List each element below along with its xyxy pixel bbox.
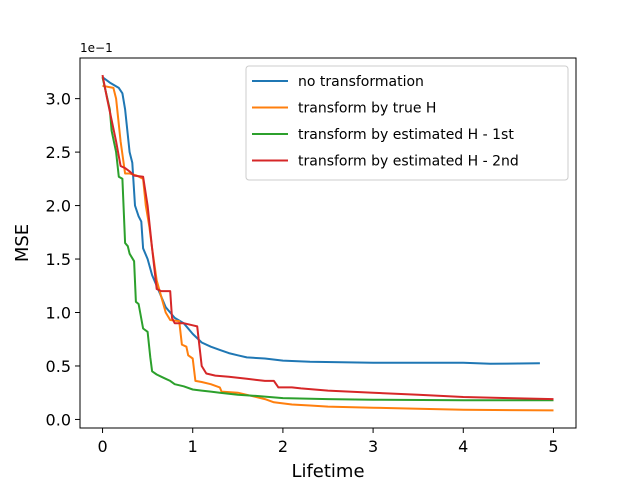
plot-frame — [79, 57, 577, 429]
series-line-4 — [101, 74, 554, 401]
legend-label-3: transform by estimated H - 1st — [298, 127, 514, 143]
series-line-1 — [101, 76, 540, 365]
x-tick-label: 5 — [548, 437, 558, 456]
y-tick-label: 1.5 — [46, 250, 71, 269]
legend-label-4: transform by estimated H - 2nd — [298, 154, 519, 170]
y-tick-label: 0.5 — [46, 357, 71, 376]
x-axis-ticks: 0 1 2 3 4 5 — [97, 428, 559, 456]
y-scale-offset: 1e−1 — [80, 41, 113, 55]
series-line-3 — [101, 76, 554, 402]
y-axis-ticks: 0.0 0.5 1.0 1.5 2.0 2.5 3.0 — [46, 90, 80, 429]
x-tick-label: 1 — [188, 437, 198, 456]
legend-label-2: transform by true H — [298, 101, 436, 117]
y-axis-label: MSE — [12, 224, 33, 262]
y-tick-label: 0.0 — [46, 410, 71, 429]
legend: no transformation transform by true H tran… — [245, 65, 569, 181]
x-tick-label: 4 — [458, 437, 468, 456]
x-tick-label: 2 — [278, 437, 288, 456]
x-axis-label: Lifetime — [291, 461, 364, 480]
y-tick-label: 2.5 — [46, 143, 71, 162]
y-tick-label: 3.0 — [46, 90, 71, 109]
x-tick-label: 0 — [97, 437, 107, 456]
plot-lines — [101, 74, 554, 412]
y-tick-label: 2.0 — [46, 197, 71, 216]
x-tick-label: 3 — [368, 437, 378, 456]
y-tick-label: 1.0 — [46, 304, 71, 323]
legend-box — [245, 65, 569, 181]
legend-label-1: no transformation — [298, 74, 424, 90]
